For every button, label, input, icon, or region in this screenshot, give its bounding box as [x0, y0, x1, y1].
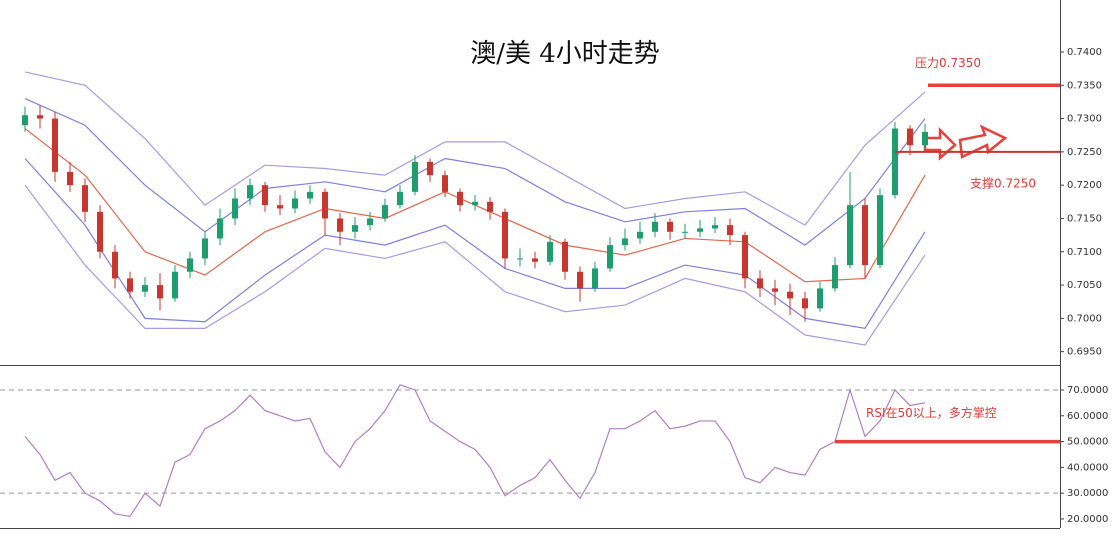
candle-body: [52, 118, 58, 172]
candle-body: [412, 161, 418, 192]
y-tick-label: 0.7000: [1067, 313, 1102, 324]
candle-body: [187, 258, 193, 272]
y-tick-label: 40.0000: [1067, 462, 1108, 473]
band-line: [24, 184, 926, 346]
candle-body: [577, 271, 583, 289]
candle-body: [307, 191, 313, 199]
candle-body: [172, 271, 178, 299]
candle-body: [607, 245, 613, 269]
candle-body: [247, 185, 253, 199]
candle-body: [397, 191, 403, 206]
y-tick-label: 70.0000: [1067, 385, 1108, 396]
candle-body: [892, 128, 898, 196]
candle-body: [772, 288, 778, 292]
candle-body: [322, 191, 328, 219]
candle-body: [22, 115, 28, 126]
candle-body: [457, 191, 463, 206]
candle-body: [82, 185, 88, 212]
candle-body: [502, 211, 508, 259]
candle-body: [547, 241, 553, 262]
chart-title: 澳/美 4小时走势: [470, 39, 660, 69]
candle-body: [622, 238, 628, 246]
candle-body: [862, 205, 868, 266]
candle-body: [352, 225, 358, 232]
rsi-line: [24, 384, 926, 518]
candle-body: [532, 258, 538, 262]
candle-body: [487, 201, 493, 212]
candle-body: [562, 241, 568, 272]
y-tick-label: 60.0000: [1067, 411, 1108, 422]
candle-body: [682, 231, 688, 233]
candle-body: [712, 225, 718, 229]
candle-body: [832, 265, 838, 289]
candle-body: [907, 128, 913, 146]
level-label: 压力0.7350: [915, 56, 981, 70]
candle-body: [667, 221, 673, 232]
candle-body: [727, 225, 733, 236]
candle-body: [442, 175, 448, 192]
y-tick-label: 20.0000: [1067, 514, 1108, 525]
candle-body: [697, 228, 703, 232]
candle-body: [202, 238, 208, 259]
candle-body: [277, 205, 283, 209]
candle-body: [652, 221, 658, 232]
candle-body: [757, 278, 763, 289]
y-tick-label: 0.7400: [1067, 47, 1102, 58]
candle-body: [802, 298, 808, 309]
candle-body: [847, 205, 853, 266]
y-tick-label: 0.6950: [1067, 347, 1102, 358]
y-tick-label: 0.7350: [1067, 80, 1102, 91]
y-tick-label: 0.7150: [1067, 213, 1102, 224]
y-tick-label: 0.7300: [1067, 114, 1102, 125]
candle-body: [637, 231, 643, 239]
arrows: [923, 124, 1008, 161]
y-tick-label: 0.7250: [1067, 147, 1102, 158]
candle-body: [292, 198, 298, 209]
y-tick-label: 30.0000: [1067, 488, 1108, 499]
y-tick-label: 50.0000: [1067, 437, 1108, 448]
candle-body: [517, 258, 523, 260]
candle-body: [427, 161, 433, 176]
candle-body: [67, 171, 73, 186]
candle-body: [922, 131, 928, 146]
candle-body: [127, 278, 133, 292]
band-line: [24, 71, 926, 226]
candle-body: [382, 205, 388, 219]
candle-body: [787, 291, 793, 299]
candle-body: [367, 218, 373, 226]
band-line: [24, 98, 926, 246]
candle-body: [592, 268, 598, 289]
candle-body: [217, 218, 223, 239]
level-label: RSI在50以上，多方掌控: [866, 405, 997, 420]
candle-body: [262, 185, 268, 206]
candle-body: [472, 201, 478, 206]
candle-body: [232, 198, 238, 219]
y-tick-label: 0.7100: [1067, 247, 1102, 258]
candle-body: [157, 285, 163, 299]
y-tick-label: 0.7200: [1067, 180, 1102, 191]
level-label: 支撑0.7250: [970, 175, 1036, 190]
y-tick-label: 0.7050: [1067, 280, 1102, 291]
arrow: [923, 126, 957, 161]
candle-body: [337, 218, 343, 232]
candle-body: [97, 211, 103, 252]
candle-body: [37, 115, 43, 119]
candle-body: [112, 251, 118, 279]
candle-body: [142, 285, 148, 292]
candle-body: [742, 235, 748, 279]
candle-body: [877, 195, 883, 266]
arrow: [958, 124, 1008, 159]
candle-body: [817, 288, 823, 309]
